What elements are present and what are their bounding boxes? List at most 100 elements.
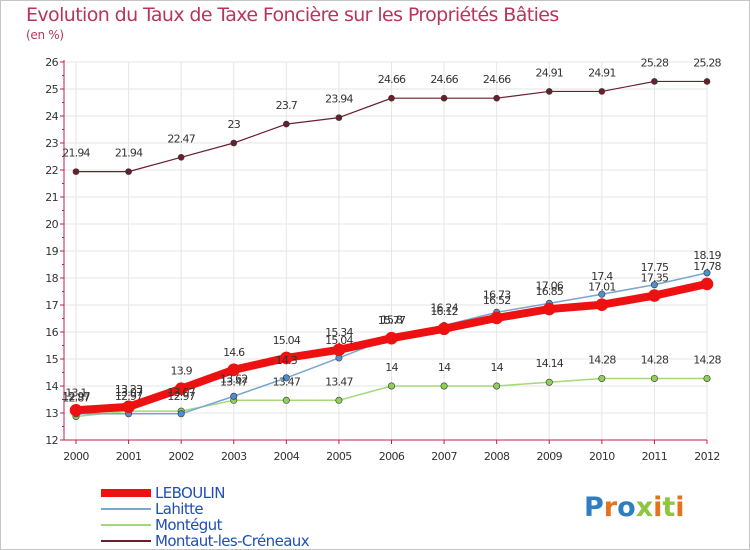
data-label-lahitte: 15.8 [381, 313, 403, 326]
data-label-montaut-les-cr-neaux: 23.7 [276, 99, 298, 112]
y-tick-label: 22 [45, 164, 58, 177]
data-label-lahitte: 14.3 [276, 354, 298, 367]
data-label-lahitte: 17.4 [591, 270, 613, 283]
data-label-montaut-les-cr-neaux: 24.91 [536, 66, 564, 79]
data-label-montaut-les-cr-neaux: 21.94 [115, 147, 143, 160]
data-label-montaut-les-cr-neaux: 24.66 [430, 73, 458, 86]
y-tick-label: 18 [45, 272, 58, 285]
data-label-montaut-les-cr-neaux: 23 [228, 118, 241, 131]
data-label-mont-gut: 14 [438, 361, 451, 374]
logo-letter: i [653, 492, 663, 523]
data-point-montaut-les-cr-neaux [545, 88, 553, 95]
data-point-leboulin [437, 322, 451, 336]
data-point-leboulin [595, 298, 609, 312]
data-label-lahitte: 17.75 [641, 261, 669, 274]
y-tick-label: 17 [45, 299, 58, 312]
logo-letter: t [662, 492, 676, 523]
data-point-montaut-les-cr-neaux [230, 139, 238, 147]
logo-letter: i [675, 492, 685, 523]
logo-letter: x [635, 492, 654, 523]
data-point-leboulin [490, 311, 503, 325]
legend-swatch [101, 508, 151, 510]
chart-title: Evolution du Taux de Taxe Foncière sur l… [26, 4, 559, 26]
y-tick-label: 19 [45, 245, 58, 258]
data-point-montaut-les-cr-neaux [283, 120, 290, 128]
data-label-leboulin: 13.9 [171, 365, 193, 378]
unit-label: (en %) [26, 28, 64, 42]
data-point-mont-gut [598, 374, 606, 382]
data-point-leboulin [174, 382, 188, 396]
data-label-leboulin: 16.12 [430, 305, 458, 318]
data-label-leboulin: 13.23 [115, 383, 143, 396]
x-tick-label: 2004 [274, 450, 300, 463]
y-tick-label: 13 [45, 407, 58, 420]
data-label-montaut-les-cr-neaux: 25.28 [693, 56, 721, 69]
data-point-montaut-les-cr-neaux [440, 94, 448, 102]
x-tick-label: 2002 [168, 450, 194, 463]
y-tick-label: 12 [45, 434, 58, 447]
data-label-lahitte: 16.24 [430, 302, 458, 315]
data-point-mont-gut [440, 382, 448, 390]
y-tick-label: 23 [45, 137, 58, 150]
data-point-leboulin [648, 289, 661, 302]
data-point-montaut-les-cr-neaux [335, 114, 343, 121]
data-point-montaut-les-cr-neaux [125, 168, 132, 175]
legend-item-montaut-les-cr-neaux: Montaut-les-Créneaux [101, 532, 310, 550]
proxiti-logo: Proxiti [584, 492, 685, 523]
x-tick-label: 2007 [431, 450, 457, 463]
data-point-montaut-les-cr-neaux [493, 94, 500, 102]
data-label-montaut-les-cr-neaux: 23.94 [325, 93, 353, 106]
data-point-montaut-les-cr-neaux [72, 168, 80, 175]
data-point-montaut-les-cr-neaux [177, 154, 185, 161]
legend-label: Montaut-les-Créneaux [155, 532, 310, 550]
data-label-leboulin: 13.1 [65, 386, 86, 399]
legend-swatch [101, 540, 151, 542]
data-point-lahitte [650, 281, 658, 289]
legend: LEBOULIN Lahitte Montégut Montaut-les-Créne… [101, 485, 310, 550]
data-label-leboulin: 17.35 [641, 272, 669, 285]
data-point-lahitte [282, 374, 290, 382]
data-label-leboulin: 16.85 [536, 285, 564, 298]
x-tick-label: 2003 [221, 450, 247, 463]
data-point-mont-gut [282, 396, 290, 404]
x-tick-label: 2005 [326, 450, 352, 463]
x-tick-label: 2006 [379, 450, 405, 463]
data-label-leboulin: 17.78 [693, 260, 721, 273]
legend-item-leboulin: LEBOULIN [101, 485, 309, 501]
y-tick-label: 14 [45, 380, 58, 393]
data-label-mont-gut: 14 [490, 361, 503, 374]
data-label-leboulin: 17.01 [588, 281, 616, 294]
data-label-montaut-les-cr-neaux: 25.28 [641, 56, 669, 69]
data-point-lahitte [177, 410, 185, 418]
data-label-mont-gut: 14.28 [693, 353, 721, 366]
data-label-mont-gut: 14.14 [536, 357, 564, 370]
data-point-lahitte [598, 290, 606, 298]
data-label-lahitte: 18.19 [693, 249, 721, 262]
data-point-leboulin [227, 363, 241, 377]
data-label-lahitte: 13.62 [220, 372, 248, 385]
y-tick-label: 25 [45, 83, 58, 96]
data-label-montaut-les-cr-neaux: 24.66 [378, 73, 406, 86]
data-point-lahitte [703, 269, 711, 277]
logo-letter: P [584, 492, 604, 523]
data-label-lahitte: 17.06 [536, 279, 564, 292]
data-label-mont-gut: 13.07 [115, 386, 143, 399]
data-label-mont-gut: 14 [385, 361, 398, 374]
data-label-lahitte: 12.97 [62, 390, 90, 403]
data-label-montaut-les-cr-neaux: 22.47 [167, 132, 195, 145]
legend-item-lahitte: Lahitte [101, 501, 309, 517]
y-tick-label: 21 [45, 191, 58, 204]
x-tick-label: 2010 [589, 450, 615, 463]
data-label-montaut-les-cr-neaux: 24.66 [483, 73, 511, 86]
data-label-leboulin: 15.34 [325, 326, 353, 339]
data-point-leboulin [280, 351, 293, 365]
data-labels: 21.94 21.94 22.47 23 23.7 23.94 24.66 24.66 24.6… [62, 56, 722, 404]
data-label-mont-gut: 13.47 [325, 375, 353, 388]
data-label-leboulin: 15.04 [273, 334, 301, 347]
data-label-lahitte: 16.73 [483, 288, 511, 301]
data-point-leboulin [542, 302, 556, 316]
data-point-montaut-les-cr-neaux [703, 78, 711, 85]
x-tick-label: 2011 [642, 450, 668, 463]
legend-label: LEBOULIN [155, 484, 225, 502]
